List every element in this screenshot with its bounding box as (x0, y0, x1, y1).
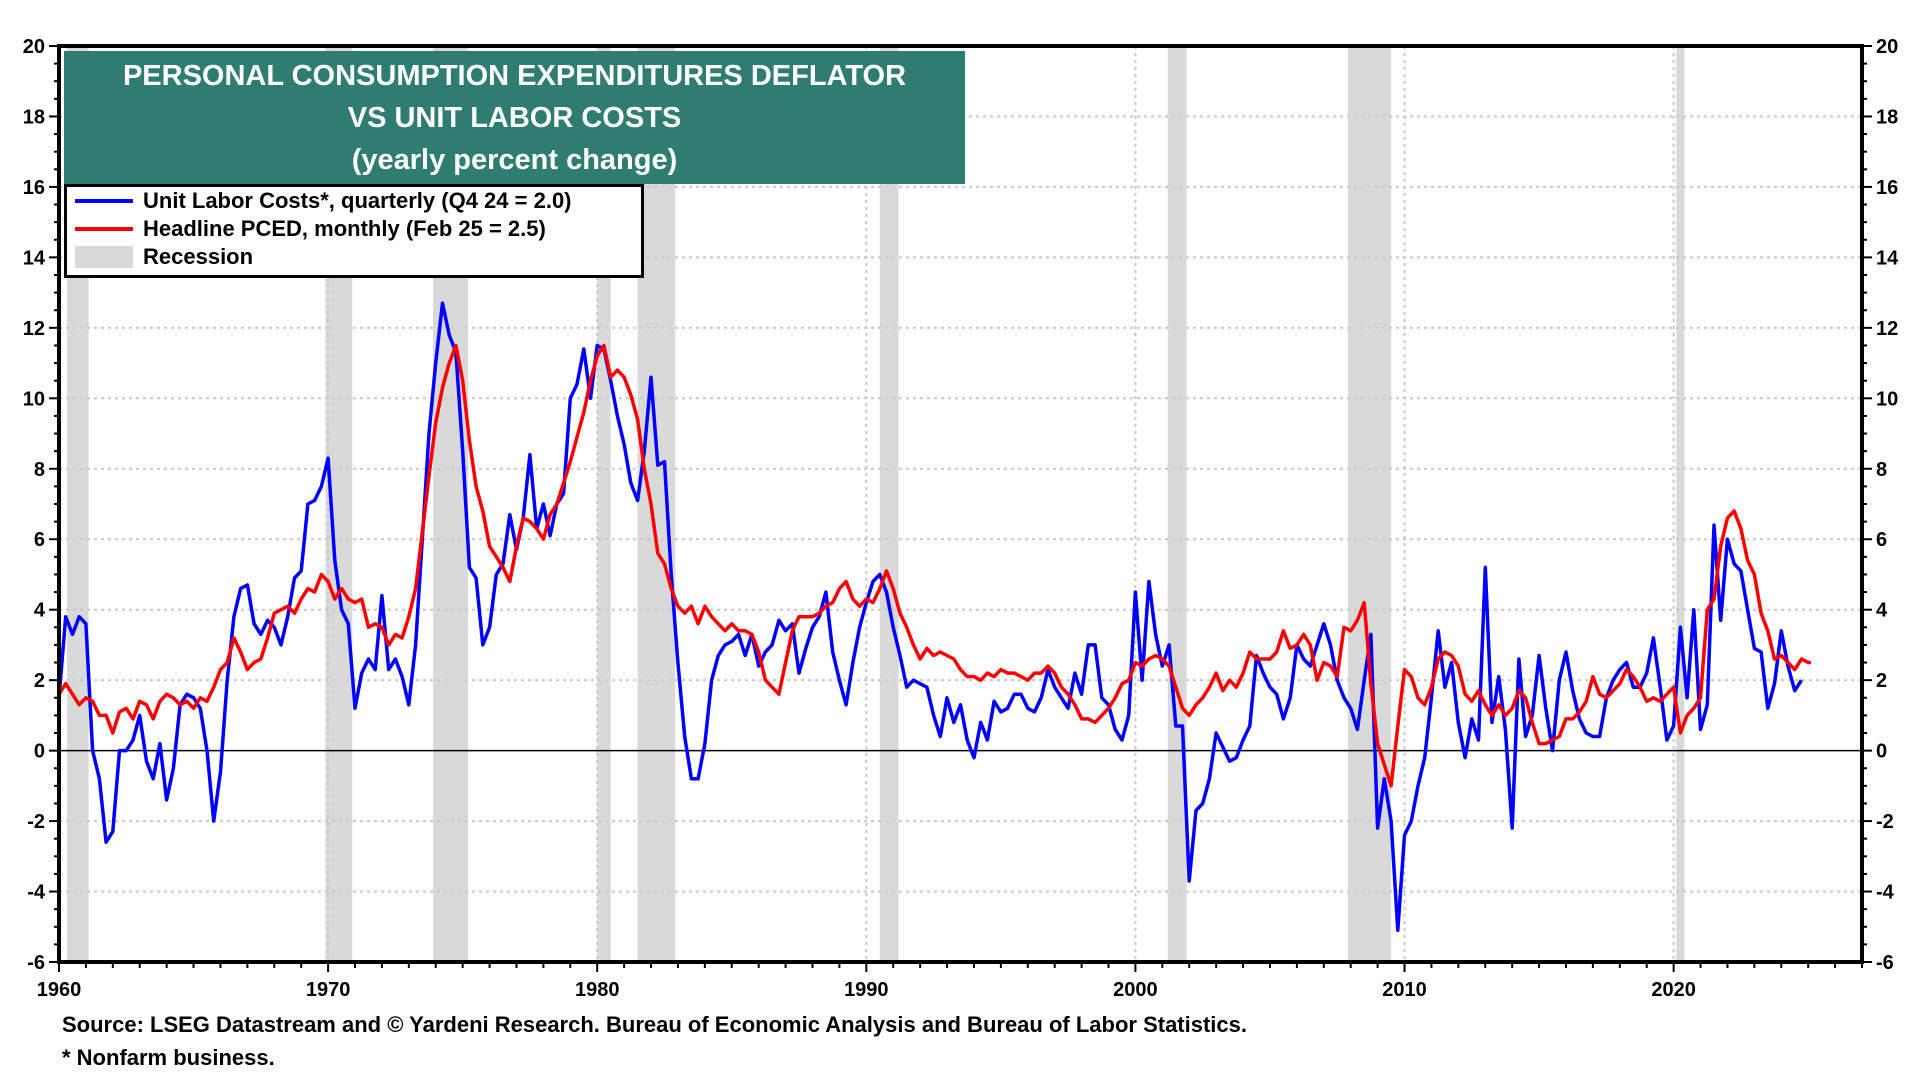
legend-item-ulc: Unit Labor Costs*, quarterly (Q4 24 = 2.… (67, 187, 641, 215)
x-tick-label: 1970 (306, 979, 351, 1001)
y-tick-label-right: 4 (1876, 600, 1888, 622)
recession-band (879, 46, 899, 962)
legend-label-ulc: Unit Labor Costs*, quarterly (Q4 24 = 2.… (143, 188, 572, 213)
y-tick-label-left: 4 (34, 600, 46, 622)
recession-band (1676, 46, 1685, 962)
y-tick-label-right: 8 (1876, 459, 1887, 481)
y-tick-label-right: -2 (1876, 811, 1894, 833)
chart-title-line-2: VS UNIT LABOR COSTS (347, 102, 682, 134)
y-tick-label-left: 6 (34, 529, 45, 551)
chart-title-box: PERSONAL CONSUMPTION EXPENDITURES DEFLAT… (64, 51, 965, 184)
legend-swatch-ulc (75, 199, 133, 203)
chart-title-line-1: PERSONAL CONSUMPTION EXPENDITURES DEFLAT… (122, 60, 907, 92)
y-tick-label-left: 20 (23, 36, 45, 58)
legend-swatch-recession (75, 246, 133, 268)
y-tick-label-right: 10 (1876, 388, 1898, 410)
recession-band (1348, 46, 1392, 962)
y-tick-label-left: -6 (27, 952, 45, 974)
series-line-unit-labor-costs (57, 301, 1803, 933)
y-tick-label-left: -4 (27, 882, 46, 904)
y-tick-label-left: 8 (34, 459, 45, 481)
legend-label-pced: Headline PCED, monthly (Feb 25 = 2.5) (143, 216, 546, 241)
y-tick-label-right: 12 (1876, 318, 1898, 340)
y-tick-label-left: 0 (34, 741, 45, 763)
y-tick-label-right: 16 (1876, 177, 1898, 199)
x-tick-label: 1960 (37, 979, 82, 1001)
y-tick-label-left: 12 (23, 318, 45, 340)
y-tick-label-right: -4 (1876, 882, 1895, 904)
y-tick-label-left: 18 (23, 106, 45, 128)
y-tick-label-left: 2 (34, 670, 45, 692)
legend: Unit Labor Costs*, quarterly (Q4 24 = 2.… (64, 184, 644, 278)
y-tick-label-right: 0 (1876, 741, 1887, 763)
y-tick-label-right: 18 (1876, 106, 1898, 128)
y-tick-label-right: 2 (1876, 670, 1887, 692)
footnote: * Nonfarm business. (62, 1045, 275, 1070)
recession-bands (67, 46, 1685, 962)
x-tick-label: 1980 (575, 979, 620, 1001)
y-tick-label-left: -2 (27, 811, 45, 833)
y-tick-label-left: 14 (23, 247, 46, 269)
y-tick-label-left: 16 (23, 177, 45, 199)
legend-item-recession: Recession (67, 243, 641, 271)
x-tick-label: 1990 (844, 979, 889, 1001)
legend-swatch-pced (75, 227, 133, 231)
series-line-headline-pced (57, 343, 1811, 788)
series (57, 301, 1811, 933)
y-tick-label-right: -6 (1876, 952, 1894, 974)
y-tick-label-left: 10 (23, 388, 45, 410)
y-tick-label-right: 6 (1876, 529, 1887, 551)
y-tick-label-right: 14 (1876, 247, 1899, 269)
grid (59, 46, 1862, 962)
x-tick-label: 2010 (1382, 979, 1427, 1001)
chart-subtitle: (yearly percent change) (351, 144, 678, 176)
source-note: Source: LSEG Datastream and © Yardeni Re… (62, 1012, 1248, 1037)
recession-band (1167, 46, 1187, 962)
y-tick-label-right: 20 (1876, 36, 1898, 58)
x-tick-label: 2000 (1113, 979, 1158, 1001)
legend-item-pced: Headline PCED, monthly (Feb 25 = 2.5) (67, 215, 641, 243)
legend-label-recession: Recession (143, 244, 254, 269)
x-tick-label: 2020 (1651, 979, 1696, 1001)
